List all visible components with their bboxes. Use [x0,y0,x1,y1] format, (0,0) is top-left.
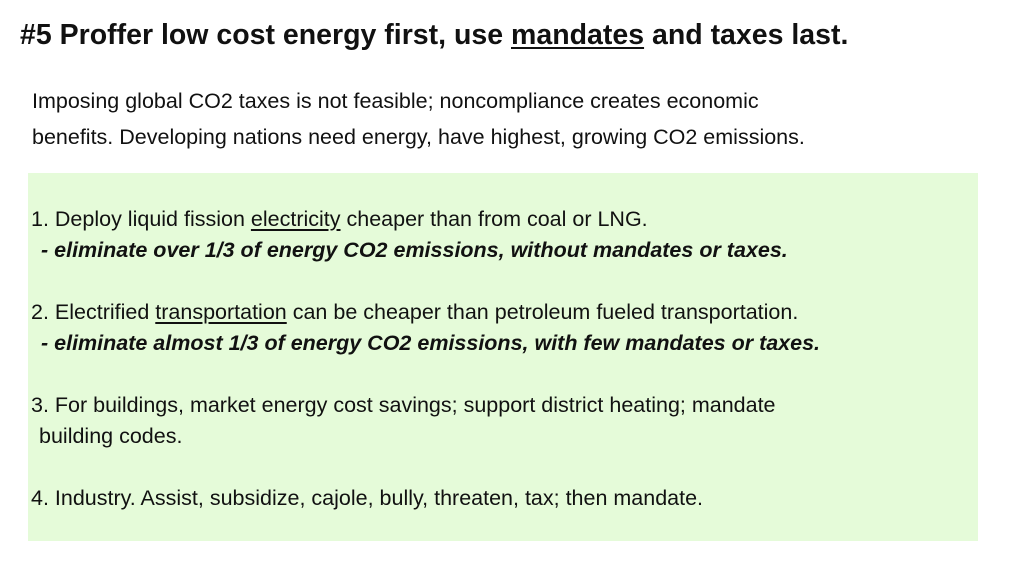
highlight-box [28,173,978,541]
list-item-2: 2. Electrified transportation can be che… [31,297,991,328]
intro-line-2: benefits. Developing nations need energy… [32,124,805,149]
list-item-1-subpoint: - eliminate over 1/3 of energy CO2 emiss… [41,238,788,262]
spacer [31,359,991,390]
list-item-1: 1. Deploy liquid fission electricity che… [31,204,991,235]
item1-prefix: 1. Deploy liquid fission [31,207,251,231]
spacer [31,266,991,297]
title-prefix: #5 Proffer low cost energy first, use [20,19,511,51]
item2-suffix: can be cheaper than petroleum fueled tra… [286,300,799,324]
spacer [31,452,991,483]
slide-title: #5 Proffer low cost energy first, use ma… [20,14,1010,56]
title-suffix: and taxes last. [644,19,849,51]
list-item-4: 4. Industry. Assist, subsidize, cajole, … [31,486,704,510]
list-item-2-subpoint: - eliminate almost 1/3 of energy CO2 emi… [41,331,821,355]
intro-paragraph: Imposing global CO2 taxes is not feasibl… [32,84,992,155]
item2-underlined: transportation [155,300,287,324]
item1-suffix: cheaper than from coal or LNG. [340,207,648,231]
title-underlined-word: mandates [511,19,645,51]
list-item-3-line-1: 3. For buildings, market energy cost sav… [31,393,776,417]
numbered-list: 1. Deploy liquid fission electricity che… [31,204,991,514]
item2-prefix: 2. Electrified [31,300,156,324]
intro-line-1: Imposing global CO2 taxes is not feasibl… [32,89,759,113]
item1-underlined: electricity [250,207,341,231]
list-item-3-line-2: building codes. [39,424,183,448]
